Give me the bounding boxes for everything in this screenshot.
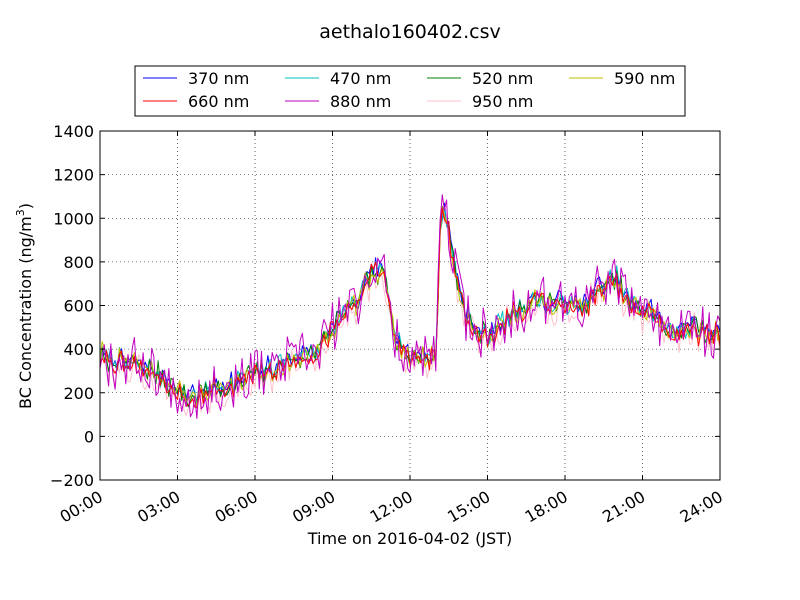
y-tick-labels: −200 0 200 400 600 800 1000 1200 1400: [50, 122, 94, 490]
y-axis-label: BC Concentration (ng/m3): [14, 203, 35, 409]
y-tick-label: −200: [50, 471, 94, 490]
plot-area: [99, 130, 721, 481]
grid-lines: [100, 131, 720, 480]
legend-label: 660 nm: [188, 92, 249, 111]
axis-ticks: [99, 130, 721, 481]
legend-label: 520 nm: [472, 69, 533, 88]
legend-label: 880 nm: [330, 92, 391, 111]
y-tick-label: 200: [63, 384, 94, 403]
x-axis-label: Time on 2016-04-02 (JST): [307, 529, 512, 548]
y-tick-label: 600: [63, 297, 94, 316]
legend-frame: [134, 65, 686, 117]
series-line-660-nm: [99, 207, 721, 409]
y-tick-label: 1400: [53, 122, 94, 141]
y-tick-label: 800: [63, 253, 94, 272]
y-axis-label-close: ): [16, 203, 35, 209]
y-tick-label: 0: [84, 427, 94, 446]
legend-label: 370 nm: [188, 69, 249, 88]
y-tick-label: 1200: [53, 166, 94, 185]
series-lines: [99, 194, 721, 419]
series-line-880-nm: [99, 194, 721, 419]
y-tick-label: 400: [63, 340, 94, 359]
y-tick-label: 1000: [53, 209, 94, 228]
legend-label: 590 nm: [614, 69, 675, 88]
legend-label: 470 nm: [330, 69, 391, 88]
chart-title: aethalo160402.csv: [319, 21, 501, 43]
y-axis-label-main: BC Concentration (ng/m: [16, 216, 35, 409]
legend: 370 nm 470 nm 520 nm 590 nm 660 nm 880 nm 950 …: [134, 65, 686, 117]
y-axis-label-superscript: 3: [14, 209, 27, 216]
legend-label: 950 nm: [472, 92, 533, 111]
